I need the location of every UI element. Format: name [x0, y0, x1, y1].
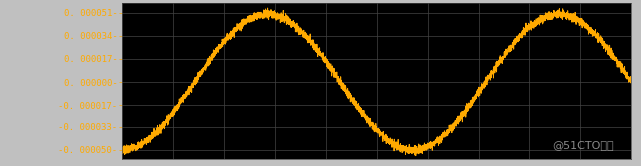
Text: @51CTO博客: @51CTO博客 [552, 140, 613, 150]
